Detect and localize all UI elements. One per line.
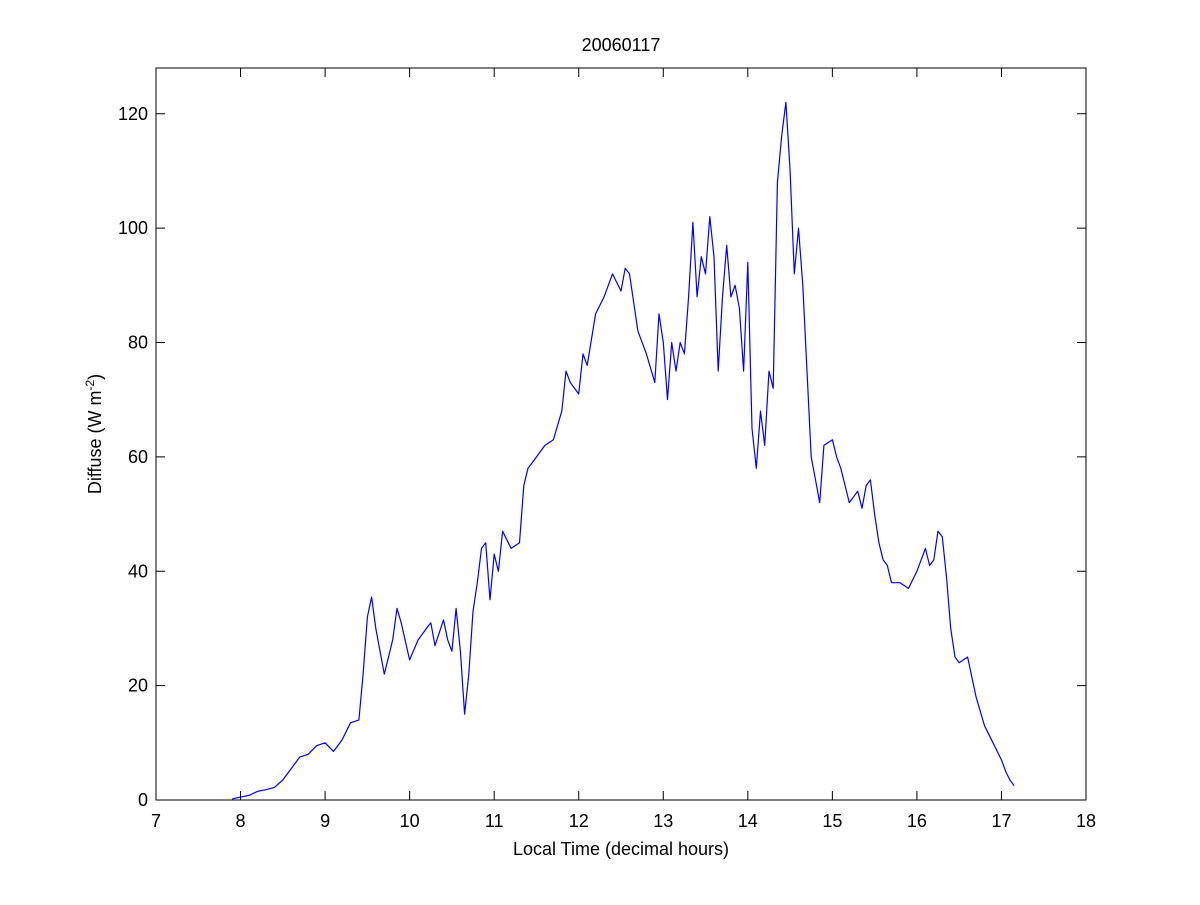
x-tick-label: 11	[485, 811, 504, 831]
x-tick-label: 16	[907, 811, 927, 831]
y-axis-label-close: )	[85, 374, 105, 380]
plot-frame	[155, 67, 1087, 801]
chart-title: 20060117	[582, 35, 661, 55]
y-axis-ticks: 0 20 40 60 80 100 120	[118, 104, 1086, 810]
x-tick-label: 15	[822, 811, 842, 831]
y-tick-label: 100	[118, 218, 148, 238]
x-tick-label: 12	[569, 811, 589, 831]
y-tick-label: 20	[128, 676, 148, 696]
y-axis-label-main: Diffuse (W m	[85, 390, 105, 494]
y-tick-label: 80	[128, 333, 148, 353]
x-tick-label: 9	[320, 811, 330, 831]
x-axis-ticks: 7 8 9 10 11 12 13 14 15 16 17 18	[151, 68, 1096, 831]
y-axis-label-superscript: -2	[83, 379, 97, 390]
x-axis-label: Local Time (decimal hours)	[513, 839, 729, 859]
y-tick-label: 40	[128, 561, 148, 581]
plot-area	[156, 68, 1086, 800]
x-tick-label: 8	[236, 811, 246, 831]
x-tick-label: 10	[400, 811, 420, 831]
y-tick-label: 60	[128, 447, 148, 467]
y-tick-label: 120	[118, 104, 148, 124]
x-tick-label: 17	[991, 811, 1011, 831]
x-tick-label: 13	[653, 811, 673, 831]
series-line	[231, 101, 1015, 800]
series-layer	[231, 101, 1015, 800]
y-axis-label: Diffuse (W m-2)	[83, 374, 105, 494]
x-tick-label: 7	[151, 811, 161, 831]
y-tick-label: 0	[138, 790, 148, 810]
x-tick-label: 14	[738, 811, 758, 831]
x-tick-label: 18	[1076, 811, 1096, 831]
